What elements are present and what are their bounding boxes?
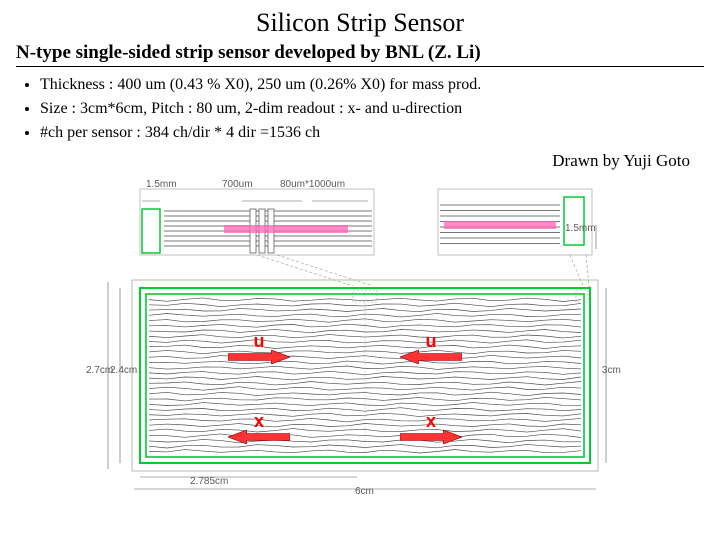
arrow-left-icon: [400, 350, 462, 364]
arrow-right-icon: [228, 350, 290, 364]
arrow-label-u: u: [228, 331, 290, 352]
arrow-label-u: u: [400, 331, 462, 352]
arrow-label-x: x: [400, 411, 462, 432]
arrow-label-x: x: [228, 411, 290, 432]
sensor-figure: 1.5mm 700um 80um*1000um 1.5mm 2.7cm 2.4c…: [80, 173, 640, 501]
arrow-right-icon: [400, 430, 462, 444]
dim-top-left: 1.5mm: [146, 179, 177, 190]
dim-bottom-left: 2.785cm: [190, 476, 228, 487]
bullet-item: Size : 3cm*6cm, Pitch : 80 um, 2-dim rea…: [40, 97, 704, 121]
subtitle: N-type single-sided strip sensor develop…: [16, 42, 704, 67]
credit-text: Drawn by Yuji Goto: [16, 151, 690, 171]
arrow-left-icon: [228, 430, 290, 444]
label-u-right: u: [400, 331, 462, 364]
bullet-item: Thickness : 400 um (0.43 % X0), 250 um (…: [40, 73, 704, 97]
dim-side-right: 3cm: [602, 365, 621, 376]
dim-side-mid: 2.4cm: [110, 365, 137, 376]
dim-top-right: 1.5mm: [565, 223, 596, 234]
dim-pitch: 80um*1000um: [280, 179, 345, 190]
label-x-right: x: [400, 411, 462, 444]
bullet-list: Thickness : 400 um (0.43 % X0), 250 um (…: [16, 73, 704, 145]
label-x-left: x: [228, 411, 290, 444]
sensor-svg: [80, 173, 640, 501]
page-title: Silicon Strip Sensor: [16, 8, 704, 38]
dim-span: 700um: [222, 179, 253, 190]
dim-bottom-total: 6cm: [355, 486, 374, 497]
bullet-item: #ch per sensor : 384 ch/dir * 4 dir =153…: [40, 121, 704, 145]
label-u-left: u: [228, 331, 290, 364]
